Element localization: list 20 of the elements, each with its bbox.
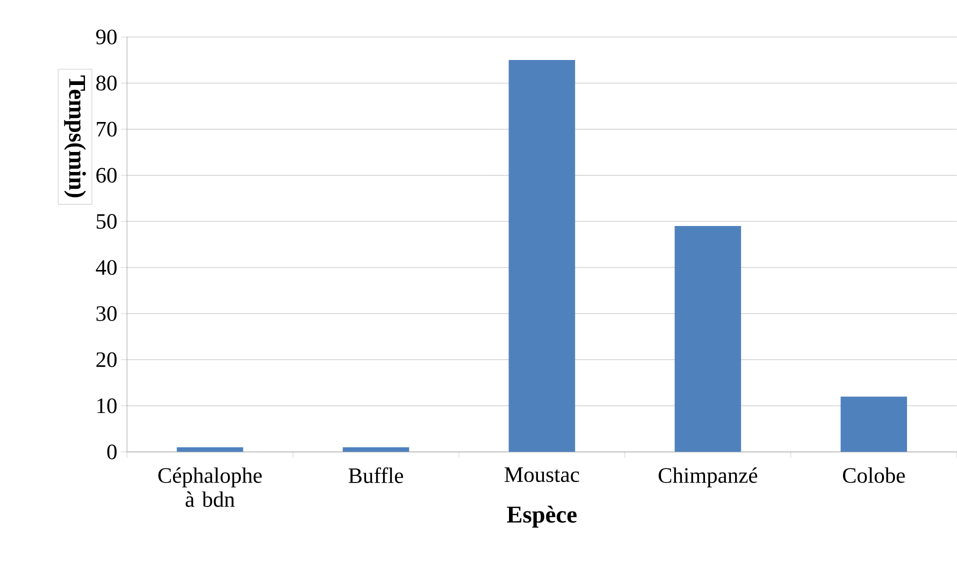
y-axis-title: Temps(min) [64, 76, 86, 198]
x-tick-label: Moustac [504, 467, 580, 482]
x-tick-label: Chimpanzé [658, 467, 758, 488]
y-tick-label: 90 [96, 30, 117, 44]
y-tick-label: 30 [96, 306, 117, 322]
y-tick-label: 20 [96, 352, 117, 368]
y-tick-label: 0 [107, 444, 117, 460]
y-tick-label: 10 [97, 398, 117, 414]
x-tick-label: Céphalophe à bdn [158, 467, 262, 507]
x-axis-title: Espèce [506, 506, 577, 528]
x-tick-label: Buffle [348, 467, 404, 484]
bar [508, 60, 576, 452]
y-tick-label: 50 [96, 214, 117, 229]
y-tick-label: 60 [96, 168, 117, 183]
y-tick-label: 80 [96, 76, 117, 91]
y-tick-label: 40 [96, 260, 117, 275]
x-tick-label: Colobe [842, 468, 905, 483]
bar [674, 226, 742, 452]
bar [840, 396, 908, 452]
y-tick-label: 70 [96, 122, 117, 137]
